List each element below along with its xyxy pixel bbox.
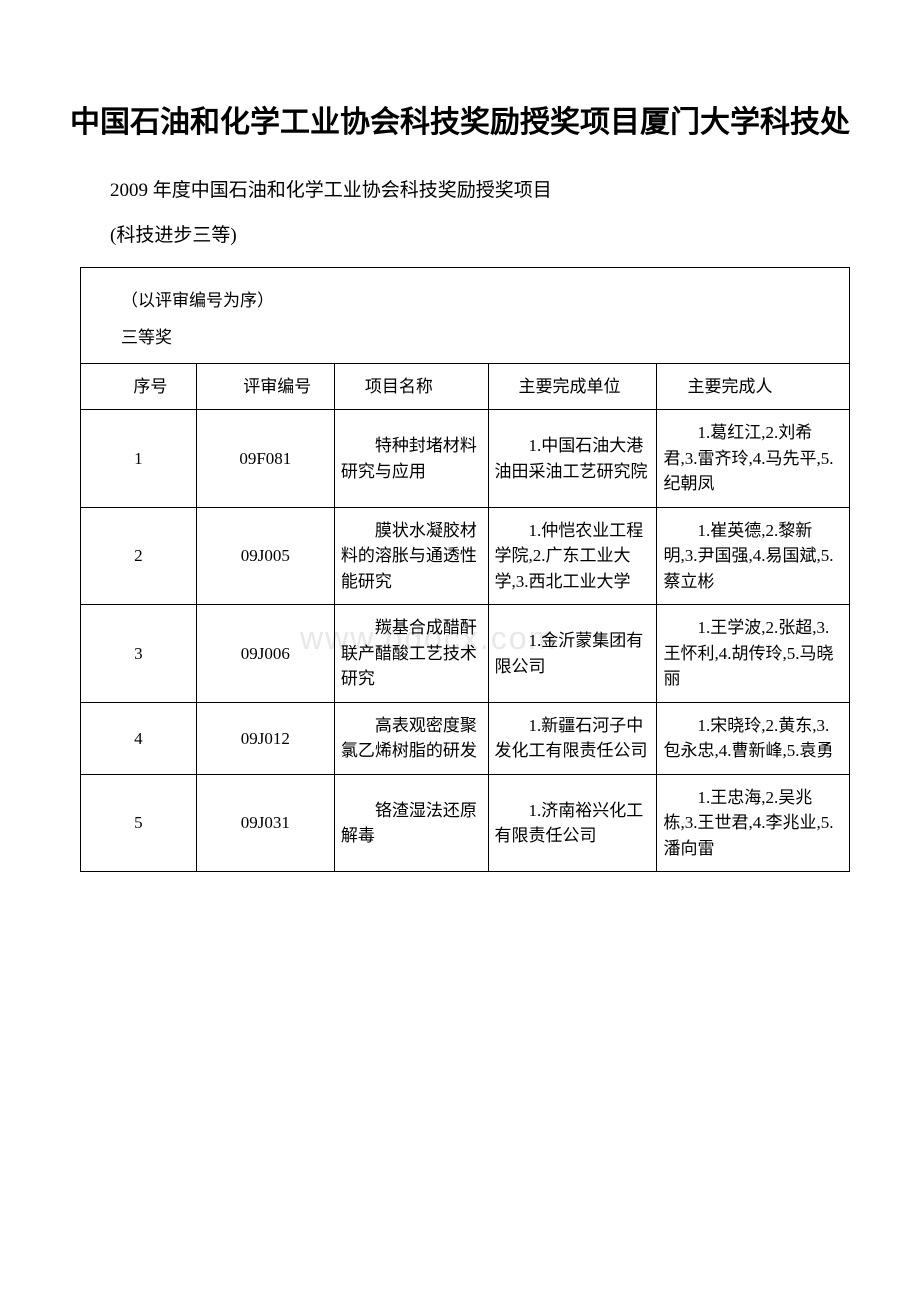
cell-seq: 5 [81,774,196,871]
award-level: 三等奖 [121,319,809,356]
table-container: （以评审编号为序） 三等奖 序号 评审编号 项目名称 主要完成单位 主要完成人 … [80,267,850,872]
cell-unit: 1.新疆石河子中发化工有限责任公司 [488,702,657,774]
cell-person: 1.崔英德,2.黎新明,3.尹国强,4.易国斌,5.蔡立彬 [657,507,849,605]
cell-name: 羰基合成醋酐联产醋酸工艺技术研究 [334,605,488,703]
table-row: 1 09F081 特种封堵材料研究与应用 1.中国石油大港油田采油工艺研究院 1… [81,410,849,508]
table-header-row: 序号 评审编号 项目名称 主要完成单位 主要完成人 [81,363,849,410]
cell-name: 膜状水凝胶材料的溶胀与通透性能研究 [334,507,488,605]
col-unit-header: 主要完成单位 [488,363,657,410]
cell-seq: 2 [81,507,196,605]
cell-seq: 1 [81,410,196,508]
cell-name: 特种封堵材料研究与应用 [334,410,488,508]
cell-name: 高表观密度聚氯乙烯树脂的研发 [334,702,488,774]
page-title: 中国石油和化学工业协会科技奖励授奖项目厦门大学科技处 [60,100,860,145]
cell-person: 1.王学波,2.张超,3.王怀利,4.胡传玲,5.马晓丽 [657,605,849,703]
cell-person: 1.王忠海,2.吴兆栋,3.王世君,4.李兆业,5.潘向雷 [657,774,849,871]
cell-code: 09J031 [196,774,334,871]
table-row: 2 09J005 膜状水凝胶材料的溶胀与通透性能研究 1.仲恺农业工程学院,2.… [81,507,849,605]
cell-code: 09J006 [196,605,334,703]
cell-person: 1.宋晓玲,2.黄东,3.包永忠,4.曹新峰,5.袁勇 [657,702,849,774]
cell-code: 09J005 [196,507,334,605]
col-name-header: 项目名称 [334,363,488,410]
cell-name: 铬渣湿法还原解毒 [334,774,488,871]
cell-unit: 1.济南裕兴化工有限责任公司 [488,774,657,871]
cell-seq: 4 [81,702,196,774]
cell-person: 1.葛红江,2.刘希君,3.雷齐玲,4.马先平,5.纪朝凤 [657,410,849,508]
table-row: 5 09J031 铬渣湿法还原解毒 1.济南裕兴化工有限责任公司 1.王忠海,2… [81,774,849,871]
awards-table: 序号 评审编号 项目名称 主要完成单位 主要完成人 1 09F081 特种封堵材… [81,363,849,872]
table-preamble: （以评审编号为序） 三等奖 [81,268,849,363]
col-code-header: 评审编号 [196,363,334,410]
sort-note: （以评审编号为序） [121,282,809,319]
subtitle: 2009 年度中国石油和化学工业协会科技奖励授奖项目 [110,175,860,202]
cell-code: 09J012 [196,702,334,774]
category-label: (科技进步三等) [110,220,860,247]
cell-unit: 1.中国石油大港油田采油工艺研究院 [488,410,657,508]
table-row: 3 09J006 羰基合成醋酐联产醋酸工艺技术研究 1.金沂蒙集团有限公司 1.… [81,605,849,703]
cell-unit: 1.仲恺农业工程学院,2.广东工业大学,3.西北工业大学 [488,507,657,605]
cell-unit: 1.金沂蒙集团有限公司 [488,605,657,703]
table-row: 4 09J012 高表观密度聚氯乙烯树脂的研发 1.新疆石河子中发化工有限责任公… [81,702,849,774]
cell-code: 09F081 [196,410,334,508]
col-seq-header: 序号 [81,363,196,410]
cell-seq: 3 [81,605,196,703]
col-person-header: 主要完成人 [657,363,849,410]
